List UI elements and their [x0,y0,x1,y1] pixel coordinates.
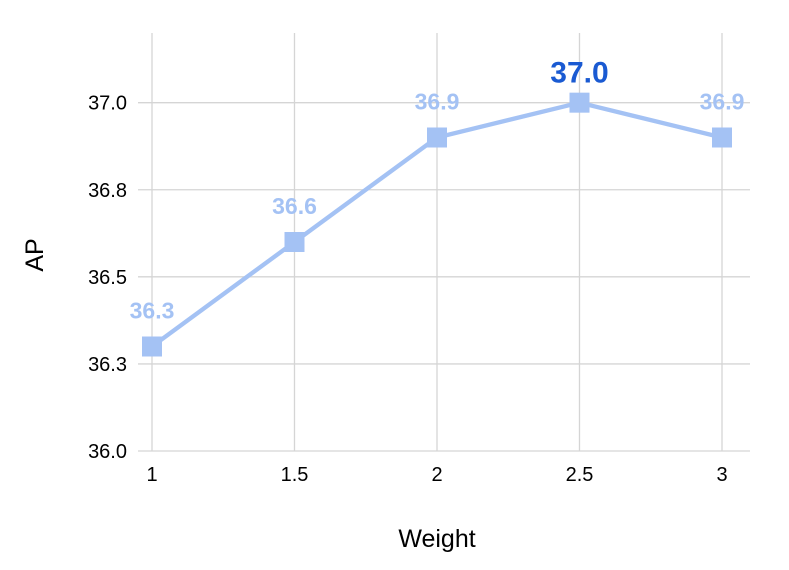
x-tick-label: 1.5 [281,464,309,486]
data-label: 36.3 [130,298,175,324]
x-tick-label: 2 [431,464,442,486]
data-point-marker [284,232,305,252]
y-axis-title: AP [21,238,49,271]
x-tick-label: 3 [716,464,727,486]
data-label: 36.6 [272,193,317,219]
data-point-marker [427,127,447,148]
y-tick-label: 36.3 [88,354,127,376]
data-point-marker [712,127,732,148]
x-tick-label: 1 [146,464,157,486]
data-point-marker [142,336,162,357]
data-point-marker [569,92,590,113]
data-label-max: 37.0 [550,57,608,90]
y-tick-label: 37.0 [88,93,127,115]
data-label: 36.9 [700,89,745,115]
y-tick-label: 36.8 [88,180,127,202]
y-tick-label: 36.5 [88,267,127,289]
x-axis-title: Weight [398,525,475,553]
x-tick-label: 2.5 [566,464,594,486]
data-label: 36.9 [415,89,460,115]
y-tick-label: 36.0 [88,441,127,463]
